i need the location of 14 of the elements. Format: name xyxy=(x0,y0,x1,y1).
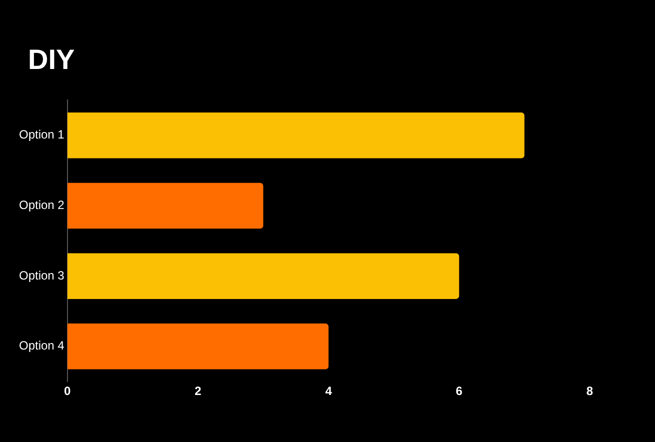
x-tick-label: 2 xyxy=(194,384,202,398)
y-tick-label: Option 3 xyxy=(18,268,65,282)
bar xyxy=(67,253,460,299)
bar xyxy=(67,112,524,158)
y-tick-label: Option 4 xyxy=(18,338,65,353)
chart-title: DIY xyxy=(28,44,75,76)
x-tick-label: 8 xyxy=(586,384,594,398)
x-tick-label: 0 xyxy=(64,384,72,398)
bar xyxy=(67,324,329,370)
y-tick-label: Option 2 xyxy=(18,198,65,212)
bar xyxy=(67,182,264,229)
y-tick-label: Option 1 xyxy=(18,128,65,142)
x-tick-label: 6 xyxy=(456,384,463,398)
x-tick-label: 4 xyxy=(325,384,332,398)
